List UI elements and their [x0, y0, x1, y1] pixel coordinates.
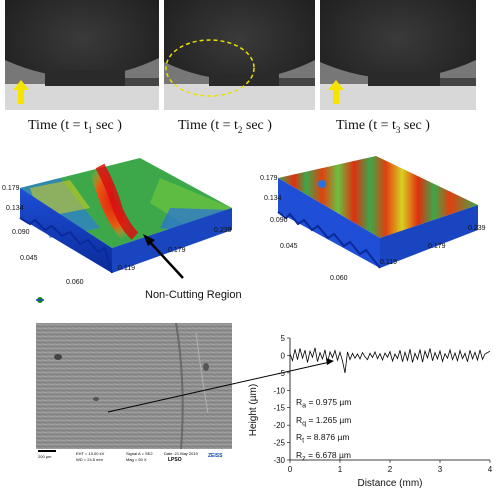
- y-tick-label: -30: [273, 456, 285, 465]
- caption-t3: Time (t = t3 sec ): [336, 118, 430, 135]
- tick-y-0: 0.179: [2, 185, 20, 192]
- roughness-rz: Rz = 6.678 µm: [296, 450, 351, 463]
- surface-plot-left: 0.179 0.134 0.090 0.045 0.060 0.119 0.17…: [2, 158, 232, 303]
- x-tick-label: 1: [338, 465, 343, 474]
- sem-info-eht: EHT = 10.00 kV: [76, 451, 105, 456]
- x-tick-label: 2: [388, 465, 393, 474]
- roughness-rq: Rq = 1.265 µm: [296, 414, 352, 428]
- photo-t1-image: [5, 0, 159, 110]
- caption-t1: Time (t = t1 sec ): [28, 118, 122, 135]
- sem-info-signal: Signal A = SE2: [126, 451, 153, 456]
- zeiss-logo: ZEISS: [208, 453, 223, 459]
- arrow-up-icon: [328, 80, 344, 104]
- annotation-non-cutting: Non-Cutting Region: [145, 289, 242, 301]
- x-tick-label: 4: [488, 465, 493, 474]
- tick-y-1: 0.134: [264, 195, 282, 202]
- roughness-ra: Ra = 0.975 µm: [296, 397, 352, 410]
- tick-y-1: 0.134: [6, 205, 24, 212]
- tick-y-3: 0.045: [280, 243, 298, 250]
- tick-x-1: 0.119: [118, 265, 135, 272]
- roughness-values: Ra = 0.975 µm Rq = 1.265 µm Rt = 8.876 µ…: [296, 395, 351, 466]
- sem-info-mag: Mag = 50 X: [126, 457, 147, 462]
- y-tick-label: 5: [281, 334, 286, 343]
- tick-x-1: 0.119: [380, 259, 397, 266]
- tick-y-2: 0.090: [270, 217, 288, 224]
- tick-x-3: 0.239: [468, 225, 486, 232]
- chart-ticks: 50-5-10-15-20-25-300 1 2 3 4: [273, 334, 492, 474]
- tick-x-0: 0.060: [66, 279, 84, 286]
- sem-info-date: Date :21 May 2019: [164, 451, 198, 456]
- y-tick-label: 0: [281, 351, 286, 360]
- sem-image: 200 µm EHT = 10.00 kV WD = 24.5 mm Signa…: [36, 323, 232, 467]
- tick-x-3: 0.239: [214, 227, 232, 234]
- photo-t2: [164, 0, 315, 110]
- tick-y-2: 0.090: [12, 229, 30, 236]
- tick-x-0: 0.060: [330, 275, 348, 282]
- x-tick-label: 3: [438, 465, 443, 474]
- y-axis-label: Height (µm): [248, 384, 259, 436]
- roughness-rt: Rt = 8.876 µm: [296, 432, 350, 446]
- surface-plot-right: 0.179 0.134 0.090 0.045 0.060 0.119 0.17…: [260, 156, 486, 282]
- profile-series-line: [289, 347, 491, 373]
- photo-t3-image: [320, 0, 476, 110]
- tick-x-2: 0.179: [428, 243, 446, 250]
- dashed-highlight: [165, 39, 255, 97]
- sem-texture: [36, 323, 232, 450]
- x-tick-label: 0: [288, 465, 293, 474]
- y-tick-label: -20: [273, 421, 285, 430]
- x-axis-label: Distance (mm): [357, 478, 422, 489]
- tick-x-2: 0.179: [168, 247, 186, 254]
- profile-chart: 50-5-10-15-20-25-300 1 2 3 4 Distance (mm) H…: [248, 334, 493, 489]
- annotation-arrow: [147, 239, 184, 279]
- photo-t2-image: [164, 0, 315, 110]
- sem-scale: 200 µm: [38, 454, 52, 459]
- photo-t1: [5, 0, 159, 110]
- arrow-up-icon: [13, 80, 29, 104]
- caption-t2: Time (t = t2 sec ): [178, 118, 272, 135]
- y-tick-label: -15: [273, 404, 285, 413]
- y-tick-label: -25: [273, 439, 285, 448]
- y-tick-label: -10: [273, 386, 285, 395]
- photo-t3: [320, 0, 476, 110]
- tick-y-0: 0.179: [260, 175, 278, 182]
- y-tick-label: -5: [278, 369, 286, 378]
- sem-info-wd: WD = 24.5 mm: [76, 457, 103, 462]
- tick-y-3: 0.045: [20, 255, 38, 262]
- sem-info-lab: LPSO: [168, 457, 182, 463]
- sem-info-bar: 200 µm EHT = 10.00 kV WD = 24.5 mm Signa…: [36, 449, 232, 467]
